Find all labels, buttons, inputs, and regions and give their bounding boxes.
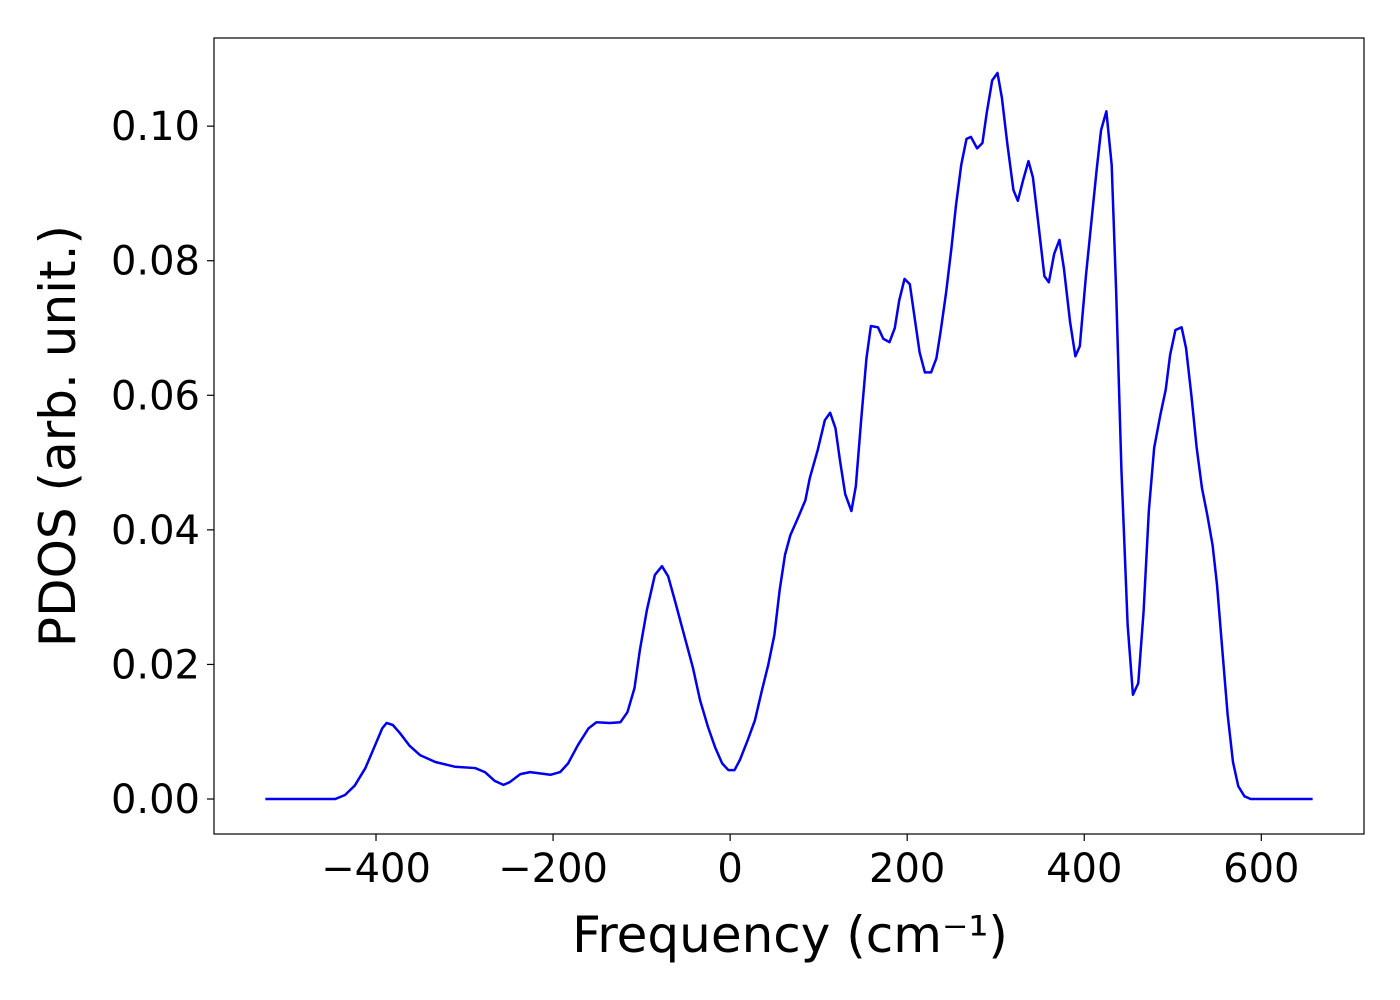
x-tick-label: 0: [717, 846, 742, 892]
x-axis-label: Frequency (cm⁻¹): [572, 906, 1008, 964]
x-tick-label: −200: [498, 846, 608, 892]
x-tick-label: 600: [1223, 846, 1299, 892]
y-tick-label: 0.06: [111, 373, 200, 419]
y-tick-label: 0.04: [111, 508, 200, 554]
y-tick-label: 0.02: [111, 642, 200, 688]
y-axis-label: PDOS (arb. unit.): [29, 225, 87, 647]
x-tick-label: 200: [869, 846, 945, 892]
y-tick-label: 0.10: [111, 104, 200, 150]
y-tick-label: 0.08: [111, 239, 200, 285]
x-tick-label: −400: [321, 846, 431, 892]
x-tick-label: 400: [1046, 846, 1122, 892]
data-line: [265, 71, 1313, 801]
plot-frame: [213, 37, 1365, 835]
y-tick-label: 0.00: [111, 777, 200, 823]
